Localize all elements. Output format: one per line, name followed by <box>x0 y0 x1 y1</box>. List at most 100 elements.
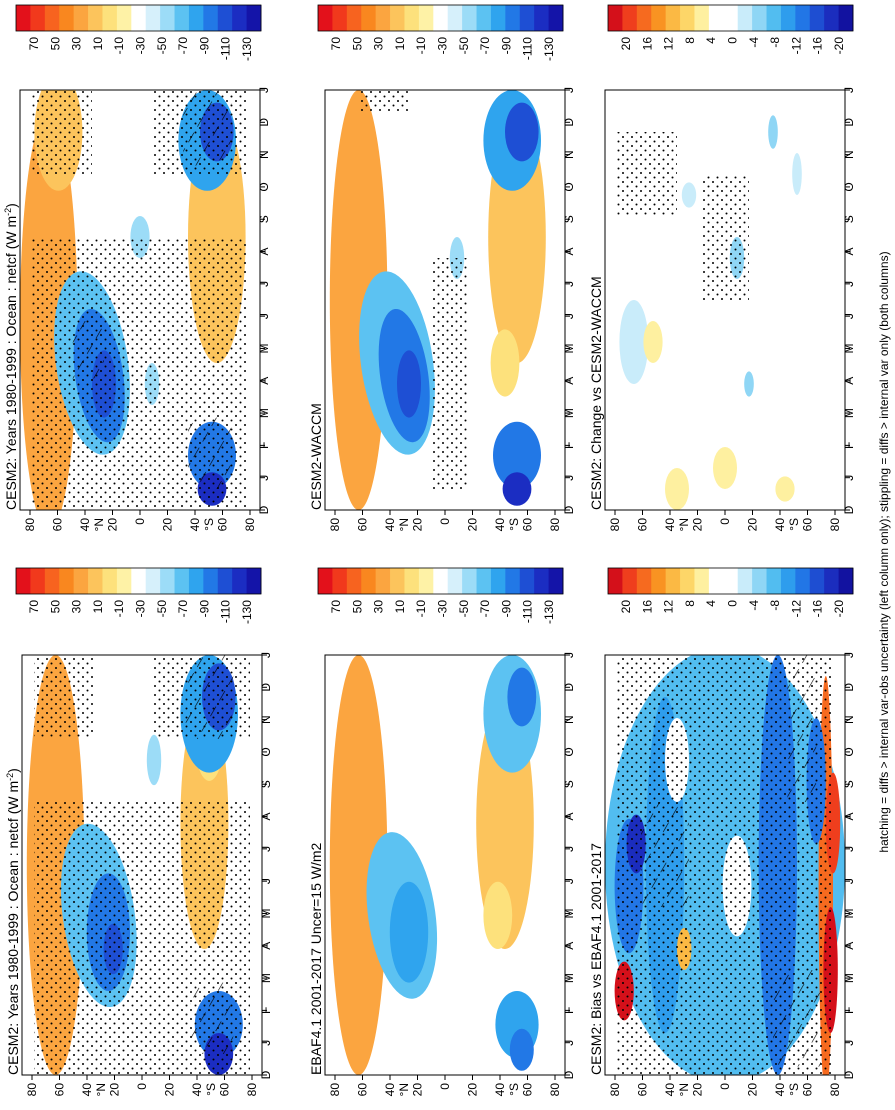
month-tick-label: D <box>842 505 856 514</box>
lat-tick-label: 20 <box>411 518 425 532</box>
colorbar-tick-label: -4 <box>747 600 761 611</box>
lat-tick-label: 20 <box>163 1083 177 1097</box>
month-tick-label: M <box>562 908 576 918</box>
month-tick-label: O <box>562 182 576 191</box>
month-tick-label: N <box>562 150 576 159</box>
colorbar-tick-label: 8 <box>683 37 697 44</box>
colorbar-swatch <box>505 568 521 594</box>
plot-a <box>19 89 261 511</box>
hatching <box>185 655 234 739</box>
lat-tick-label: 40 <box>188 518 202 532</box>
month-tick-label: A <box>562 248 576 256</box>
colorbar-swatch <box>447 5 463 31</box>
lat-tick-label: 60 <box>801 1083 815 1097</box>
month-tick-label: J <box>562 281 576 287</box>
panel-c: 70 50 30 10 -10 -30 -50 -70 -90 -110 -130 EBAF4.1 2… <box>308 567 576 1097</box>
month-tick-label: O <box>842 747 856 756</box>
colorbar-swatch <box>44 568 60 594</box>
contour-region <box>507 667 537 727</box>
colorbar-swatch <box>30 5 46 31</box>
colorbar-frame <box>607 567 854 595</box>
panel-title: CESM2-WACCM <box>308 403 324 510</box>
colorbar-swatch <box>116 5 132 31</box>
month-tick-label: J <box>259 846 273 852</box>
colorbar-swatch <box>809 568 825 594</box>
colorbar-tick-label: -10 <box>414 37 428 55</box>
month-tick-label: M <box>257 408 271 418</box>
colorbar-tick-label: -8 <box>768 600 782 611</box>
colorbar-swatch <box>361 568 377 594</box>
month-tick-label: O <box>257 182 271 191</box>
plot-b <box>21 654 263 1076</box>
colorbar-swatch <box>622 5 638 31</box>
colorbar-swatch <box>88 5 103 31</box>
month-tick-label: J <box>842 281 856 287</box>
colorbar-tick-label: 10 <box>393 37 407 51</box>
hatching <box>188 417 232 489</box>
contour-region <box>643 321 663 363</box>
month-tick-label: J <box>842 846 856 852</box>
month-tick-label: D <box>562 505 576 514</box>
month-tick-label: N <box>842 150 856 159</box>
colorbar-tick-label: -50 <box>457 37 471 55</box>
colorbar-tick-label: -16 <box>811 37 825 55</box>
month-tick-label: A <box>562 942 576 950</box>
colorbar-swatch <box>232 568 247 594</box>
colorbar-swatch <box>651 568 667 594</box>
month-tick-label: J <box>259 878 273 884</box>
month-tick-label: J <box>257 281 271 287</box>
hatching <box>641 802 689 907</box>
month-tick-label: J <box>842 878 856 884</box>
colorbar-swatch <box>519 5 535 31</box>
lat-tick-label: 40 <box>78 518 92 532</box>
lat-tick-label: 0 <box>135 1083 149 1090</box>
month-tick-label: S <box>562 215 576 223</box>
colorbar-swatch <box>809 5 825 31</box>
colorbar-swatch <box>16 5 31 31</box>
colorbar-tick-label: -130 <box>542 37 556 61</box>
month-tick-label: A <box>842 377 856 385</box>
lat-tick-label: 60 <box>801 518 815 532</box>
lat-tick-label: 40 <box>493 1083 507 1097</box>
hatching <box>787 655 817 802</box>
colorbar-swatch <box>462 568 477 594</box>
colorbar-swatch <box>433 568 449 594</box>
colorbar-swatch <box>838 5 854 31</box>
colorbar-swatch <box>490 5 506 31</box>
colorbar-swatch <box>824 5 839 31</box>
month-tick-label: D <box>842 118 856 127</box>
colorbar-tick-label: 50 <box>48 600 62 614</box>
colorbar-swatch <box>332 568 348 594</box>
colorbar-swatch <box>680 5 695 31</box>
plot-field <box>605 90 845 510</box>
lat-tick-label: 20 <box>466 518 480 532</box>
colorbar-tick-label: 10 <box>91 37 105 51</box>
month-tick-label: D <box>257 118 271 127</box>
colorbar-swatch <box>375 5 391 31</box>
colorbar-tick-label: 4 <box>704 600 718 607</box>
colorbar-swatch <box>59 5 75 31</box>
month-tick-label: D <box>257 505 271 514</box>
colorbar-swatch <box>490 568 506 594</box>
colorbar-swatch <box>116 568 132 594</box>
lat-tick-label: 60 <box>356 1083 370 1097</box>
colorbar-tick-label: -30 <box>134 600 148 618</box>
contour-region <box>792 153 802 195</box>
colorbar-swatch <box>88 568 103 594</box>
colorbar-tick-label: 16 <box>640 37 654 51</box>
month-tick-label: J <box>562 846 576 852</box>
colorbar-b: 70 50 30 10 -10 -30 -50 -70 -90 -110 -130 <box>15 567 262 624</box>
colorbar-tick-label: 50 <box>350 37 364 51</box>
colorbar-swatch <box>246 5 262 31</box>
colorbar-tick-label: -8 <box>768 37 782 48</box>
colorbar-swatch <box>188 568 204 594</box>
colorbar-tick-label: 10 <box>393 600 407 614</box>
colorbar-swatch <box>636 5 652 31</box>
colorbar-tick-label: 30 <box>372 37 386 51</box>
colorbar-tick-label: -12 <box>789 37 803 55</box>
colorbar-swatch <box>174 5 190 31</box>
colorbar-tick-label: -70 <box>478 37 492 55</box>
colorbar-tick-label: -50 <box>457 600 471 618</box>
lat-tick-label: 80 <box>608 518 622 532</box>
month-tick-label: M <box>842 343 856 353</box>
